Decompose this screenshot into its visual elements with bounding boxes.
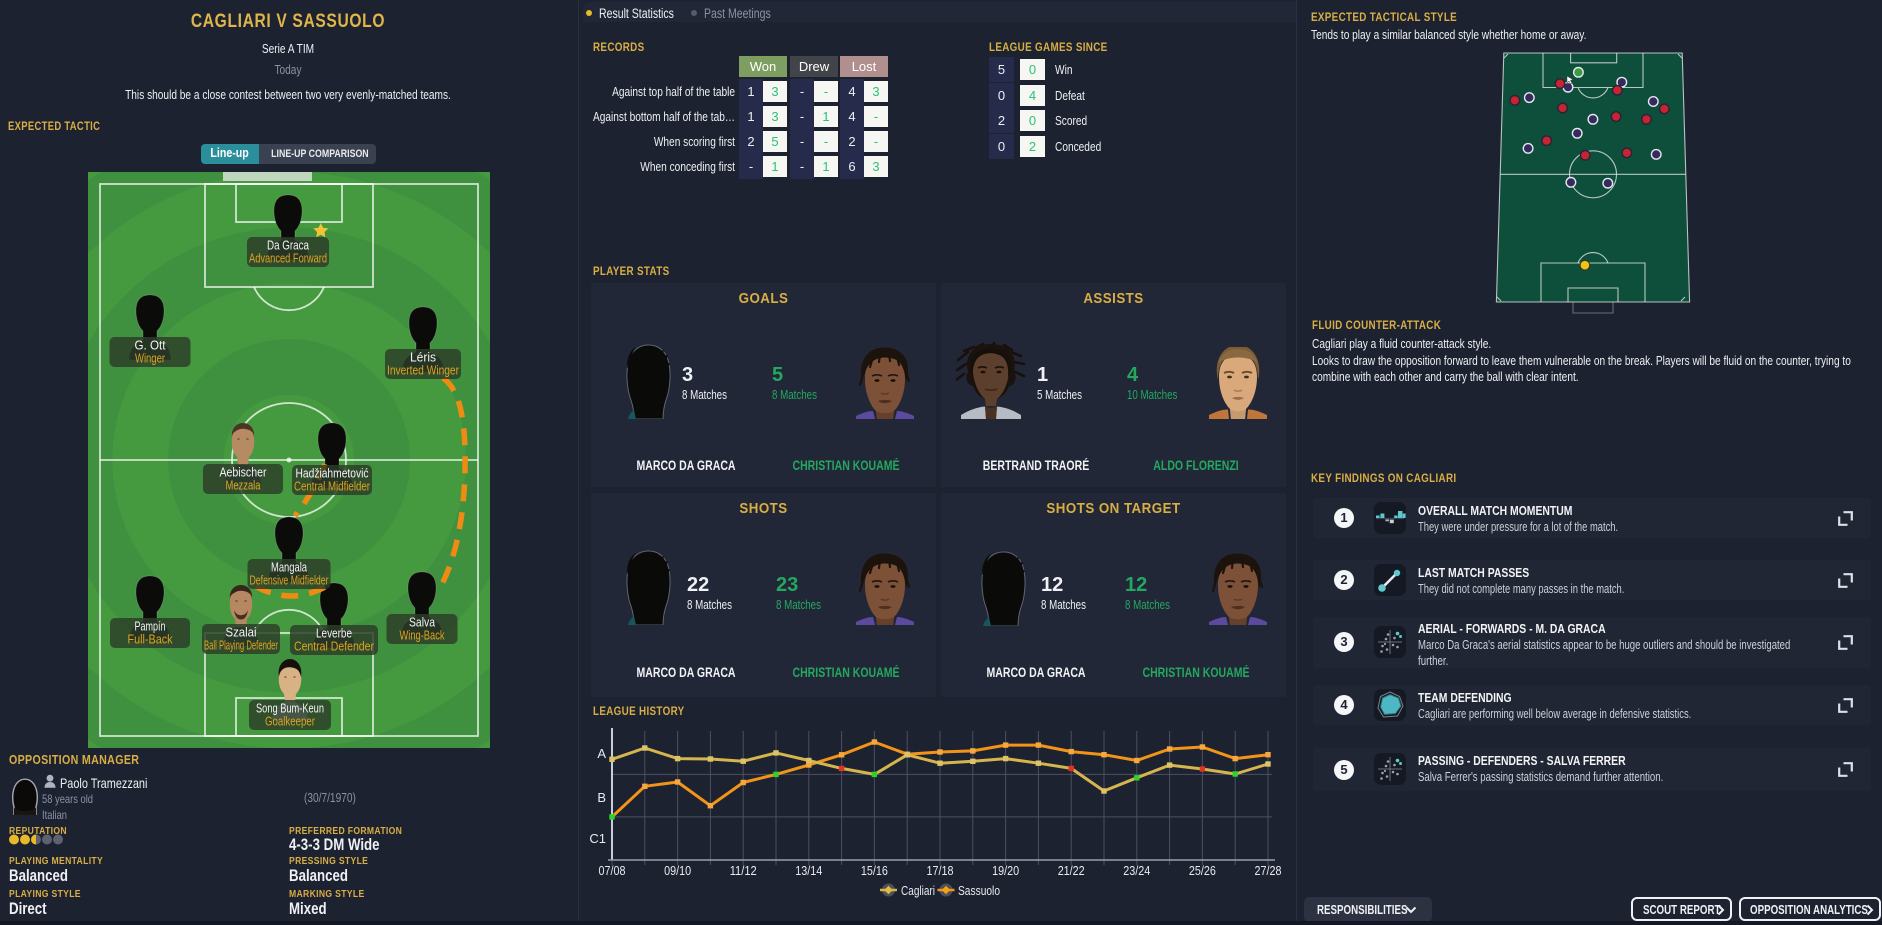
svg-text:21/22: 21/22 (1058, 863, 1085, 878)
svg-text:23/24: 23/24 (1123, 863, 1150, 878)
svg-text:09/10: 09/10 (664, 863, 691, 878)
svg-text:Wing-Back: Wing-Back (400, 629, 446, 643)
svg-text:Da Graca: Da Graca (267, 238, 310, 253)
svg-text:Mezzala: Mezzala (226, 479, 261, 493)
svg-text:19/20: 19/20 (992, 863, 1019, 878)
svg-text:Leverbe: Leverbe (316, 626, 352, 641)
svg-text:C1: C1 (589, 831, 606, 846)
svg-text:13/14: 13/14 (795, 863, 822, 878)
svg-text:15/16: 15/16 (861, 863, 888, 878)
svg-text:07/08: 07/08 (599, 863, 626, 878)
svg-text:17/18: 17/18 (927, 863, 954, 878)
svg-text:27/28: 27/28 (1255, 863, 1282, 878)
svg-text:B: B (597, 790, 606, 805)
svg-text:Cagliari: Cagliari (901, 883, 935, 898)
svg-text:Hadžiahmetović: Hadžiahmetović (296, 466, 369, 481)
svg-text:Salva: Salva (409, 615, 436, 630)
svg-text:Ball Playing Defender: Ball Playing Defender (204, 639, 278, 653)
svg-text:Winger: Winger (135, 352, 165, 366)
svg-text:Sassuolo: Sassuolo (958, 883, 1000, 898)
svg-text:Szalai: Szalai (226, 625, 257, 640)
svg-text:Central Midfielder: Central Midfielder (294, 480, 370, 494)
svg-text:A: A (597, 746, 606, 761)
svg-text:Mangala: Mangala (271, 560, 308, 575)
svg-text:Pampín: Pampín (135, 619, 166, 634)
svg-text:Advanced Forward: Advanced Forward (249, 252, 327, 266)
svg-text:Defensive Midfielder: Defensive Midfielder (250, 574, 329, 588)
svg-text:Song Bum-Keun: Song Bum-Keun (256, 701, 324, 716)
svg-text:11/12: 11/12 (730, 863, 757, 878)
svg-text:Léris: Léris (410, 350, 436, 365)
svg-text:G. Ott: G. Ott (135, 338, 166, 353)
svg-text:Aebischer: Aebischer (220, 465, 268, 480)
svg-text:Full-Back: Full-Back (128, 633, 174, 647)
svg-text:Inverted Winger: Inverted Winger (387, 364, 459, 378)
svg-text:Central Defender: Central Defender (294, 640, 374, 654)
svg-text:Goalkeeper: Goalkeeper (265, 715, 315, 729)
svg-text:25/26: 25/26 (1189, 863, 1216, 878)
